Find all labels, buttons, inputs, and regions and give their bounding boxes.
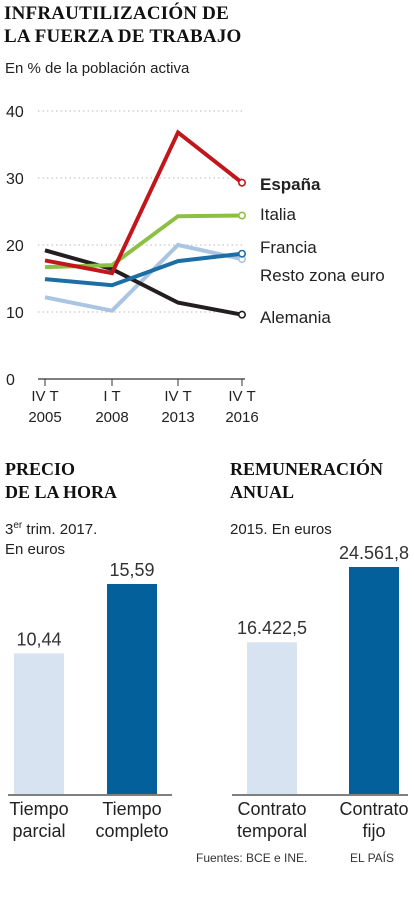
chart-subtitle: En % de la población activa	[5, 60, 190, 77]
series-line-alemania	[44, 248, 243, 317]
bar-value-label: 24.561,8	[339, 543, 409, 563]
x-tick-label: IV T	[228, 388, 255, 405]
price-note-line-2: En euros	[5, 541, 66, 558]
x-tick-label: 2013	[161, 409, 194, 426]
bar-category-label: fijo	[362, 821, 385, 841]
bar-category-label: temporal	[237, 821, 307, 841]
series-label-italia: Italia	[260, 205, 296, 224]
price-note-prefix: 3	[5, 521, 14, 538]
pay-panel-title-line-1: REMUNERACIÓN	[230, 459, 383, 479]
series-line-espana	[44, 129, 244, 276]
price-note-superscript: er	[13, 520, 23, 531]
price-panel-note: 3er trim. 2017. En euros	[5, 516, 97, 560]
bar-value-label: 16.422,5	[237, 618, 307, 638]
price-panel-title-line-2: DE LA HORA	[5, 482, 118, 502]
unemployment-line-chart: 0 10 20 30 40 IV T 2005 I T 2008 IV T 2013 IV T 2016…	[6, 104, 385, 426]
bar-category-label: Contrato	[339, 799, 408, 819]
series-label-francia: Francia	[260, 238, 317, 257]
chart-title: INFRAUTILIZACIÓN DE LA FUERZA DE TRABAJO	[4, 2, 242, 48]
x-tick-label: I T	[103, 388, 120, 405]
series-label-espana: España	[260, 175, 321, 194]
x-tick-label: IV T	[164, 388, 191, 405]
x-tick-label: 2005	[28, 409, 61, 426]
bar-category-label: parcial	[12, 821, 65, 841]
series-label-resto-zona-euro: Resto zona euro	[260, 266, 385, 285]
bar-category-label: Contrato	[237, 799, 306, 819]
series-end-marker-francia	[238, 249, 247, 258]
x-tick-label: IV T	[31, 388, 58, 405]
y-tick-label: 20	[6, 238, 24, 255]
bar-category-label: Tiempo	[102, 799, 161, 819]
series-end-marker-alemania	[238, 310, 247, 319]
pay-panel-title: REMUNERACIÓN ANUAL	[230, 458, 383, 504]
series-line-resto-zona-euro	[44, 242, 243, 313]
y-tick-label: 10	[6, 305, 24, 322]
bar-category-label: Tiempo	[9, 799, 68, 819]
series-end-marker-espana	[238, 178, 247, 187]
chart-title-line-2: LA FUERZA DE TRABAJO	[4, 26, 242, 47]
bar-contrato-fijo	[349, 567, 399, 794]
chart-title-line-1: INFRAUTILIZACIÓN DE	[4, 3, 229, 24]
bar-value-label: 15,59	[109, 560, 154, 580]
y-tick-label: 30	[6, 171, 24, 188]
series-line-francia	[44, 251, 243, 288]
publisher-logo: EL PAÍS	[350, 851, 395, 865]
y-tick-label: 0	[6, 372, 15, 389]
bar-tiempo-parcial	[14, 653, 64, 794]
x-tick-label: 2016	[225, 409, 258, 426]
price-panel-title: PRECIO DE LA HORA	[5, 458, 117, 504]
price-panel-title-line-1: PRECIO	[5, 459, 76, 479]
pay-panel-title-line-2: ANUAL	[230, 482, 295, 502]
y-tick-label: 40	[6, 104, 24, 121]
bar-value-label: 10,44	[16, 629, 61, 649]
series-label-alemania: Alemania	[260, 308, 331, 327]
x-tick-label: 2008	[95, 409, 128, 426]
bar-category-label: completo	[95, 821, 168, 841]
pay-panel-note: 2015. En euros	[230, 521, 332, 538]
price-note-rest: trim. 2017.	[22, 521, 98, 538]
bar-contrato-temporal	[247, 642, 297, 794]
source-note: Fuentes: BCE e INE.	[196, 851, 308, 865]
bar-tiempo-completo	[107, 584, 157, 794]
series-end-marker-italia	[238, 211, 247, 220]
